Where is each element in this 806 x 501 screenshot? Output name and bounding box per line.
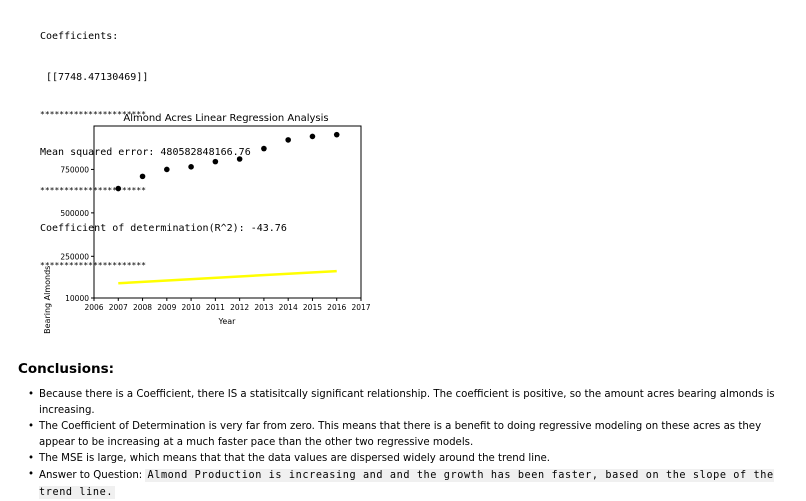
x-tick-label: 2010 bbox=[182, 303, 201, 312]
data-point bbox=[139, 173, 146, 180]
data-point bbox=[115, 185, 122, 192]
data-point bbox=[309, 133, 316, 140]
x-tick-label: 2013 bbox=[254, 303, 273, 312]
regression-output: Coefficients: [[7748.47130469]] ********… bbox=[40, 3, 287, 284]
data-point bbox=[236, 156, 243, 162]
y-axis: 10000 250000 500000 750000 bbox=[60, 165, 94, 303]
plot-area bbox=[93, 125, 362, 299]
y-tick-label: 500000 bbox=[60, 209, 89, 218]
y-axis-label: Acres Bearing Almonds bbox=[43, 266, 52, 335]
y-tick-label: 250000 bbox=[60, 252, 89, 261]
list-item: The MSE is large, which means that that … bbox=[20, 451, 800, 467]
x-axis-label: Year bbox=[218, 317, 237, 326]
list-item: Because there is a Coefficient, there IS… bbox=[20, 387, 800, 419]
x-tick-label: 2009 bbox=[157, 303, 176, 312]
coefficients-value: [[7748.47130469]] bbox=[40, 71, 149, 83]
y-tick-label: 10000 bbox=[65, 294, 89, 303]
chart-title: Almond Acres Linear Regression Analysis bbox=[123, 113, 328, 124]
coefficients-heading: Coefficients: bbox=[40, 31, 119, 42]
data-marks bbox=[115, 131, 340, 285]
separator-line: ********************** bbox=[40, 185, 146, 195]
data-point bbox=[212, 158, 219, 165]
data-point bbox=[261, 145, 267, 152]
data-point bbox=[188, 164, 194, 170]
data-point bbox=[164, 166, 170, 173]
x-tick-label: 2012 bbox=[230, 303, 249, 312]
answer-label: Answer to Question: bbox=[39, 470, 143, 481]
x-axis: 2006 2007 2008 2009 2010 2011 2012 2013 2014 2015… bbox=[84, 298, 371, 312]
x-tick-label: 2007 bbox=[109, 303, 128, 312]
trend-line bbox=[118, 269, 337, 285]
list-item: Answer to Question: Almond Production is… bbox=[20, 467, 800, 501]
data-point bbox=[333, 131, 340, 138]
x-tick-label: 2011 bbox=[206, 303, 225, 312]
separator-line: ********************** bbox=[40, 261, 146, 270]
data-point bbox=[285, 137, 291, 143]
answer-code: Almond Production is increasing and and … bbox=[39, 469, 774, 499]
x-tick-label: 2008 bbox=[133, 303, 152, 312]
regression-chart: Almond Acres Linear Regression Analysis … bbox=[43, 113, 371, 335]
x-tick-label: 2016 bbox=[327, 303, 346, 312]
conclusions-list: Because there is a Coefficient, there IS… bbox=[20, 387, 800, 501]
x-tick-label: 2015 bbox=[303, 303, 322, 312]
separator-line: ********************** bbox=[40, 110, 146, 119]
conclusions-heading: Conclusions: bbox=[18, 361, 115, 377]
x-tick-label: 2014 bbox=[279, 303, 298, 312]
list-item: The Coefficient of Determination is very… bbox=[20, 419, 800, 451]
x-tick-label: 2017 bbox=[351, 303, 370, 312]
x-tick-label: 2006 bbox=[84, 303, 103, 312]
r2-text: Coefficient of determination(R^2): -43.7… bbox=[40, 222, 287, 234]
mse-text: Mean squared error: 480582848166.76 bbox=[40, 147, 251, 158]
y-tick-label: 750000 bbox=[60, 165, 89, 174]
